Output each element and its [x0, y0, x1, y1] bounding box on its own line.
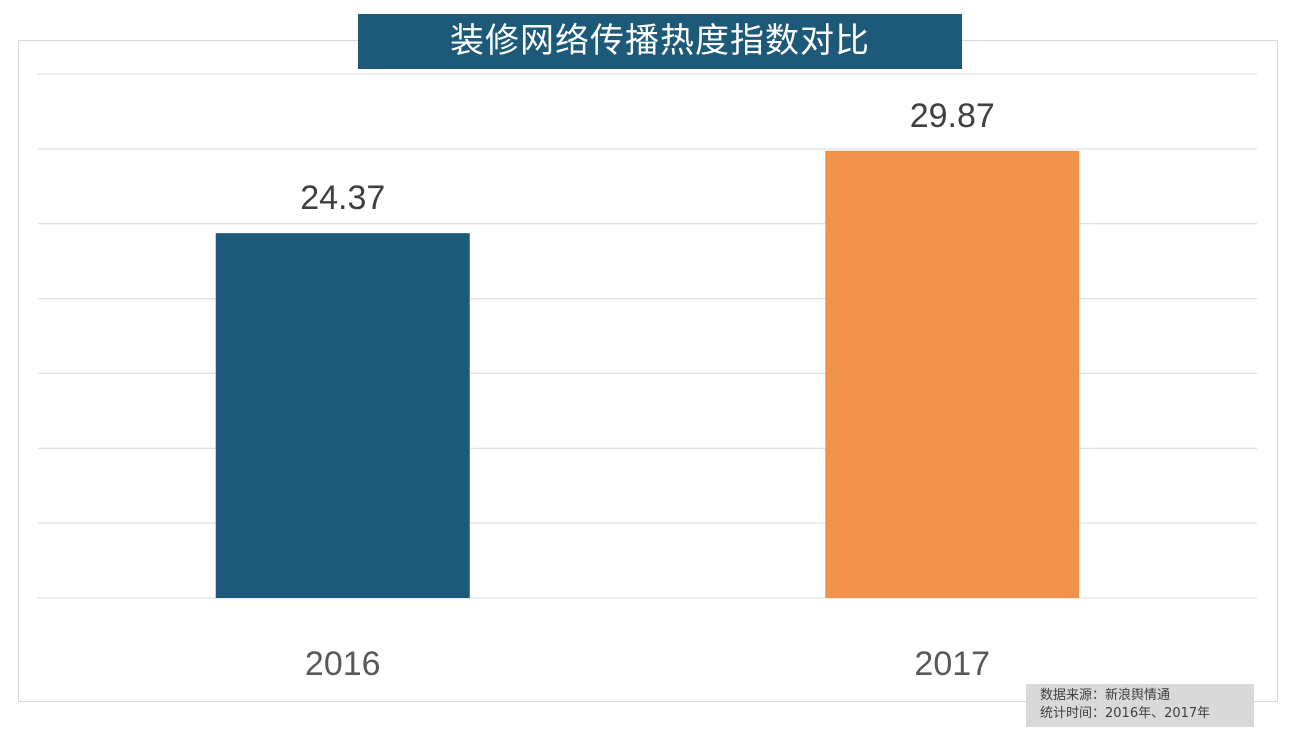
source-note: 数据来源：新浪舆情通 统计时间：2016年、2017年	[1026, 684, 1254, 727]
bar-2017	[825, 150, 1080, 599]
x-tick-label: 2016	[305, 645, 381, 683]
data-label: 29.87	[910, 97, 995, 135]
x-tick-label: 2017	[914, 645, 990, 683]
source-line: 数据来源：新浪舆情通	[1040, 688, 1171, 703]
chart-title: 装修网络传播热度指数对比	[358, 14, 962, 69]
data-label: 24.37	[300, 179, 385, 217]
stat-period-line: 统计时间：2016年、2017年	[1040, 706, 1211, 721]
bar-2016	[215, 233, 470, 598]
